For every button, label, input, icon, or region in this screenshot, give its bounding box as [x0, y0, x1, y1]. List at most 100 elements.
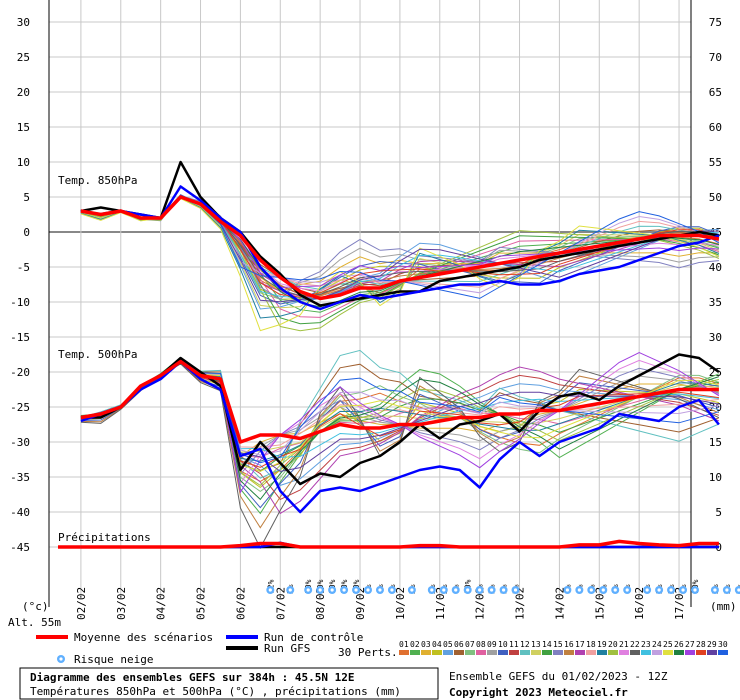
pert-number: 19	[597, 640, 607, 649]
x-tick-label: 15/02	[593, 587, 606, 620]
snowflake-core	[625, 588, 629, 592]
snow-risk-icon	[286, 586, 295, 594]
snow-risk-icon	[328, 586, 337, 594]
snow-risk-icon	[587, 586, 596, 594]
y-left-tick-label: -45	[10, 541, 30, 554]
snow-risk-icon	[451, 586, 460, 594]
pert-number: 26	[674, 640, 684, 649]
snowflake-core	[501, 588, 506, 592]
snowflake-core	[430, 588, 434, 592]
x-tick-label: 07/02	[274, 587, 287, 620]
altitude-label: Alt. 55m	[8, 616, 61, 629]
pert-swatch	[432, 650, 442, 655]
pert-number: 17	[575, 640, 585, 649]
pert-swatch	[608, 650, 618, 655]
pert-swatch	[399, 650, 409, 655]
pert-swatch	[674, 650, 684, 655]
y-left-tick-label: 15	[17, 121, 30, 134]
pert-swatch	[542, 650, 552, 655]
pert-number: 25	[663, 640, 673, 649]
pert-swatch	[652, 650, 662, 655]
snowflake-core	[657, 588, 661, 592]
pert-number: 02	[410, 640, 420, 649]
t500-gfs-line	[80, 353, 720, 486]
pert-swatch	[564, 650, 574, 655]
snow-risk-icon	[599, 586, 608, 594]
pert-number: 04	[432, 640, 442, 649]
run-info: Ensemble GEFS du 01/02/2023 - 12Z	[449, 670, 668, 683]
snow-risk-icon	[407, 586, 416, 594]
t850-control-line	[80, 185, 720, 311]
pert-number: 11	[509, 640, 519, 649]
y-left-tick-label: -10	[10, 296, 30, 309]
pert-number: 21	[619, 640, 629, 649]
snow-risk-icon	[655, 586, 664, 594]
snow-risk-icon	[375, 586, 384, 594]
pert-number: 01	[399, 640, 409, 649]
snow-risk-icon	[316, 586, 325, 594]
pert-swatch	[663, 650, 673, 655]
pert-swatch	[410, 650, 420, 655]
snowflake-core	[589, 588, 593, 592]
precip-mean-line	[80, 539, 719, 549]
y-left-tick-label: 25	[17, 51, 30, 64]
pert-number: 05	[443, 640, 453, 649]
pert-number: 12	[520, 640, 530, 649]
snow-risk-icon	[679, 586, 688, 594]
y-left-tick-label: 30	[17, 16, 30, 29]
snow-risk-icon	[734, 586, 740, 594]
plot-area	[49, 0, 691, 547]
pert-number: 03	[421, 640, 431, 649]
snowflake-core	[478, 588, 482, 592]
y-right-tick-label: 60	[709, 121, 722, 134]
x-tick-label: 17/02	[673, 587, 686, 620]
y-left-tick-label: -15	[10, 331, 30, 344]
y-right-tick-label: 30	[709, 331, 722, 344]
y-right-tick-label: 40	[709, 261, 722, 274]
pert-swatch	[553, 650, 563, 655]
y-left-tick-label: -20	[10, 366, 30, 379]
snow-risk-icon	[623, 586, 632, 594]
legend-perts-label: 30 Perts.	[338, 646, 398, 659]
pert-swatch	[443, 650, 453, 655]
snowflake-core	[288, 588, 292, 592]
x-tick-label: 03/02	[115, 587, 128, 620]
snowflake-core	[318, 588, 322, 592]
y-left-tick-label: -25	[10, 401, 30, 414]
pert-number: 20	[608, 640, 618, 649]
snowflake-core	[577, 588, 581, 592]
y-right-tick-label: 75	[709, 16, 722, 29]
y-right-tick-label: 70	[709, 51, 722, 64]
pert-swatch	[476, 650, 486, 655]
snowflake-core	[442, 588, 446, 592]
snowflake-core	[613, 588, 617, 592]
snow-risk-icon	[340, 586, 349, 594]
x-tick-label: 11/02	[434, 587, 447, 620]
snow-risk-icon	[304, 586, 313, 594]
pert-swatch	[685, 650, 695, 655]
legend-snow-icon	[57, 655, 65, 663]
snowflake-core	[366, 588, 370, 592]
pert-swatch	[630, 650, 640, 655]
right-unit: (mm)	[710, 600, 737, 613]
snow-risk-icon	[667, 586, 676, 594]
t850-label: Temp. 850hPa	[58, 174, 137, 187]
pert-swatch	[575, 650, 585, 655]
snow-risk-icon	[710, 586, 719, 594]
x-tick-label: 05/02	[195, 587, 208, 620]
x-tick-label: 16/02	[633, 587, 646, 620]
pert-swatch	[696, 650, 706, 655]
snowflake-core	[601, 588, 605, 592]
y-left-tick-label: 0	[23, 226, 30, 239]
pert-t500-line	[80, 362, 720, 529]
y-left-tick-label: 10	[17, 156, 30, 169]
y-left-tick-label: -30	[10, 436, 30, 449]
snow-risk-icon	[511, 586, 520, 594]
snow-risk-icon	[563, 586, 572, 594]
snowflake-core	[354, 588, 358, 592]
pert-t850-line	[80, 197, 720, 332]
t500-label: Temp. 500hPa	[58, 348, 137, 361]
pert-number: 22	[630, 640, 640, 649]
legend-control-label: Run de contrôle	[264, 631, 363, 644]
chart-title: Diagramme des ensembles GEFS sur 384h : …	[30, 671, 355, 684]
